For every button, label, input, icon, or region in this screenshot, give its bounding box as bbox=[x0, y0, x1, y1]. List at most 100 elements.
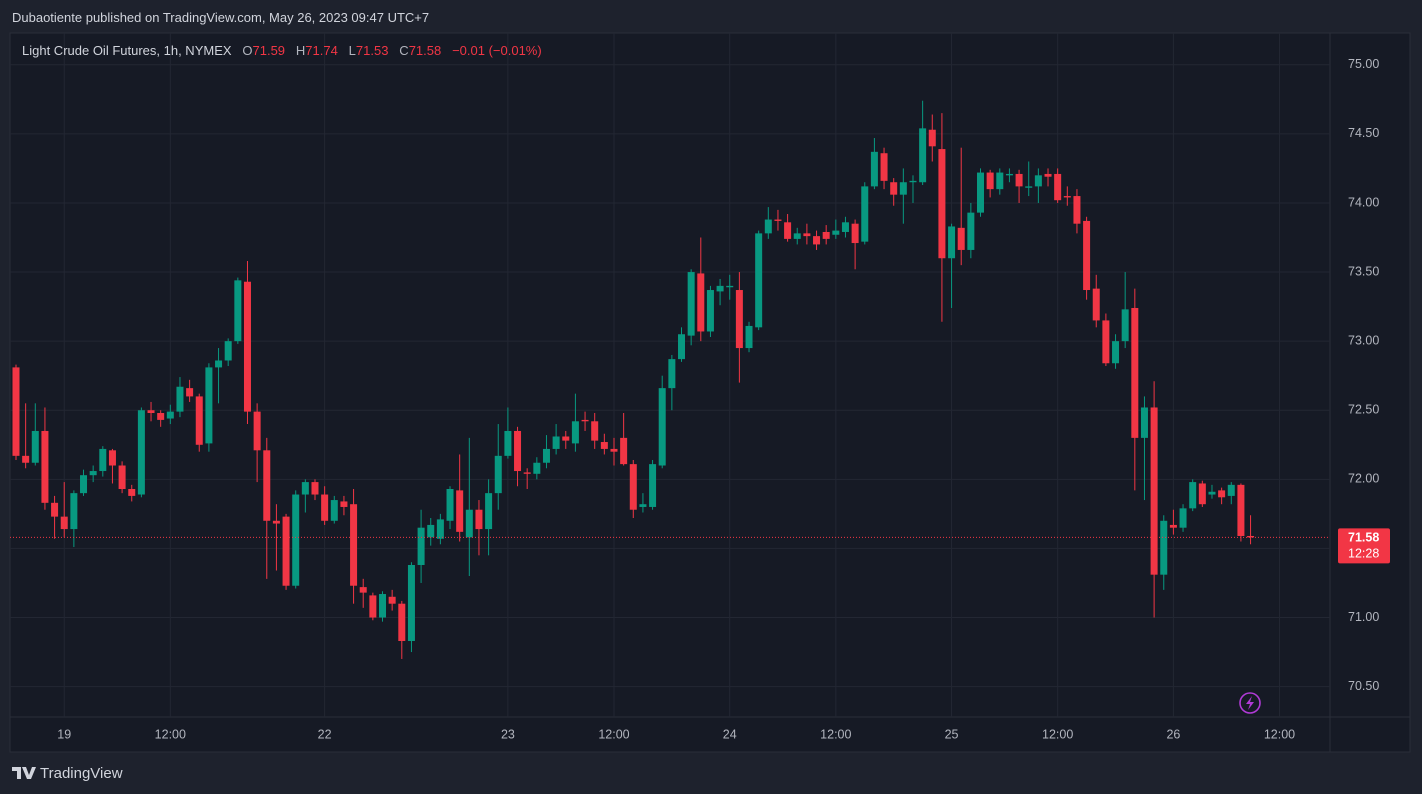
candle-body bbox=[272, 520, 280, 524]
candle-body bbox=[514, 430, 522, 472]
candle-body bbox=[1092, 288, 1100, 321]
candle-body bbox=[1073, 196, 1081, 224]
candle-body bbox=[1025, 186, 1033, 188]
candle-body bbox=[407, 565, 415, 641]
y-tick-label: 73.00 bbox=[1348, 333, 1379, 347]
candle-body bbox=[822, 231, 830, 239]
y-tick-label: 72.00 bbox=[1348, 472, 1379, 486]
candle-body bbox=[986, 172, 994, 190]
candle-body bbox=[1208, 491, 1216, 495]
candle-body bbox=[1044, 173, 1052, 177]
candle-body bbox=[128, 489, 136, 496]
candle-body bbox=[533, 462, 541, 474]
candle-body bbox=[639, 504, 647, 507]
candle-body bbox=[1189, 482, 1197, 509]
candle-body bbox=[1131, 307, 1139, 438]
candle-body bbox=[340, 501, 348, 507]
candles bbox=[10, 100, 1330, 659]
y-tick-label: 74.50 bbox=[1348, 126, 1379, 140]
candle-body bbox=[321, 494, 329, 521]
brand: TradingView bbox=[40, 765, 123, 782]
candle-body bbox=[350, 504, 358, 586]
x-tick-label: 25 bbox=[945, 727, 959, 741]
candle-body bbox=[137, 410, 145, 495]
candle-body bbox=[1218, 490, 1226, 498]
candle-body bbox=[562, 436, 570, 441]
candle-body bbox=[1150, 407, 1158, 575]
ohlc-value: 71.58 bbox=[408, 43, 442, 58]
candle-body bbox=[1102, 320, 1110, 364]
ohlc-letter: O bbox=[242, 43, 253, 58]
candle-body bbox=[571, 421, 579, 444]
candle-body bbox=[629, 464, 637, 510]
y-tick-label: 75.00 bbox=[1348, 57, 1379, 71]
candle-body bbox=[1247, 535, 1255, 538]
candle-body bbox=[591, 421, 599, 441]
candle-body bbox=[851, 223, 859, 244]
candle-body bbox=[706, 290, 714, 332]
candle-body bbox=[427, 524, 435, 538]
candle-body bbox=[22, 455, 30, 463]
candle-body bbox=[1034, 175, 1042, 187]
candle-body bbox=[379, 594, 387, 618]
symbol-title: Light Crude Oil Futures, 1h, NYMEX bbox=[22, 43, 232, 58]
x-tick-label: 22 bbox=[318, 727, 332, 741]
candle-body bbox=[465, 509, 473, 538]
legend: Light Crude Oil Futures, 1h, NYMEX O 71.5… bbox=[22, 43, 542, 58]
replay-icon[interactable] bbox=[1239, 692, 1261, 714]
candle-body bbox=[967, 212, 975, 250]
candle-body bbox=[919, 128, 927, 183]
candle-body bbox=[12, 367, 20, 456]
candle-body bbox=[282, 516, 290, 586]
last-price-box bbox=[1338, 528, 1390, 564]
candle-body bbox=[880, 153, 888, 181]
candle-body bbox=[108, 450, 116, 466]
x-tick-label: 26 bbox=[1166, 727, 1180, 741]
candle-body bbox=[456, 490, 464, 532]
candle-body bbox=[697, 273, 705, 332]
candle-body bbox=[253, 411, 261, 451]
x-tick-label: 23 bbox=[501, 727, 515, 741]
logo bbox=[12, 767, 36, 779]
change: −0.01 (−0.01%) bbox=[452, 43, 542, 58]
candle-body bbox=[668, 359, 676, 389]
candle-body bbox=[1140, 407, 1148, 438]
ohlc-value: 71.53 bbox=[355, 43, 389, 58]
candle-body bbox=[234, 280, 242, 342]
candle-body bbox=[1169, 524, 1177, 528]
x-tick-label: 24 bbox=[723, 727, 737, 741]
candle-body bbox=[369, 595, 377, 618]
candle-body bbox=[909, 180, 917, 183]
candle-body bbox=[600, 442, 608, 449]
candle-body bbox=[1112, 341, 1120, 364]
candle-body bbox=[996, 172, 1004, 190]
x-tick-label: 12:00 bbox=[820, 727, 851, 741]
candle-body bbox=[678, 334, 686, 360]
ohlc-letter: C bbox=[399, 43, 409, 58]
candle-body bbox=[716, 285, 724, 292]
candle-body bbox=[205, 367, 213, 444]
candle-body bbox=[166, 411, 174, 419]
x-tick-label: 12:00 bbox=[1042, 727, 1073, 741]
candle-body bbox=[861, 186, 869, 242]
candle-body bbox=[774, 219, 782, 221]
candle-body bbox=[99, 448, 107, 472]
countdown: 12:28 bbox=[1348, 547, 1379, 561]
candle-body bbox=[745, 325, 753, 349]
candle-body bbox=[610, 448, 618, 452]
x-tick-label: 19 bbox=[57, 727, 71, 741]
candle-body bbox=[649, 464, 657, 507]
x-tick-label: 12:00 bbox=[1264, 727, 1295, 741]
grid bbox=[10, 33, 1330, 717]
candle-body bbox=[301, 482, 309, 495]
candle-body bbox=[784, 222, 792, 239]
y-tick-label: 72.50 bbox=[1348, 403, 1379, 417]
candle-body bbox=[243, 281, 251, 412]
candle-body bbox=[292, 494, 300, 586]
candle-body bbox=[977, 172, 984, 213]
candle-body bbox=[70, 493, 78, 530]
candle-body bbox=[687, 272, 695, 336]
candle-body bbox=[398, 603, 406, 641]
candle-body bbox=[388, 596, 396, 604]
candle-body bbox=[938, 149, 946, 259]
